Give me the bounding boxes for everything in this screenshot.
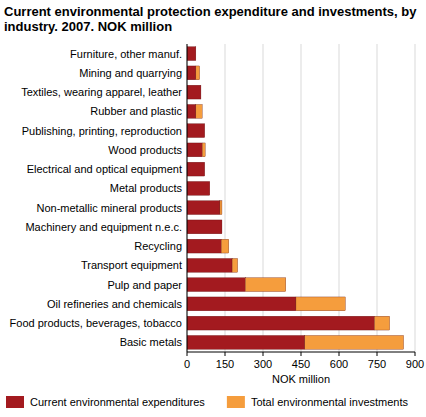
tick [263,352,264,356]
bar [187,335,305,349]
category-label: Recycling [134,240,182,252]
tick [301,352,302,356]
bar [221,220,222,234]
category-label: Mining and quarrying [79,67,182,79]
category-label: Metal products [110,182,183,194]
bar [187,104,196,118]
bar [374,316,389,330]
bar [220,201,222,215]
category-label: Pulp and paper [107,279,182,291]
title-line: Current environmental protection expendi… [4,4,417,19]
tick-label: 750 [368,358,386,370]
tick-label: 150 [216,358,234,370]
tick-label: 300 [254,358,272,370]
category-label: Electrical and optical equipment [27,163,182,175]
title-line: industry. 2007. NOK million [4,19,172,34]
x-axis-label: NOK million [272,373,330,385]
tick-label: 600 [330,358,348,370]
legend-swatch [227,396,245,408]
bar [305,335,404,349]
category-label: Non-metallic mineral products [37,202,183,214]
bar [187,143,202,157]
bar [187,85,201,99]
bar [187,239,221,253]
chart: Current environmental protection expendi… [0,0,426,417]
grid-line [187,44,188,352]
tick-label: 450 [292,358,310,370]
tick [415,352,416,356]
category-label: Oil refineries and chemicals [47,298,183,310]
category-label: Wood products [108,144,182,156]
bar [209,181,210,195]
bar [187,162,205,176]
grid-line [377,44,378,352]
title: Current environmental protection expendi… [4,4,417,34]
bar [187,181,210,195]
bar [187,316,374,330]
category-label: Basic metals [120,336,183,348]
tick-label: 0 [184,358,190,370]
category-label: Publishing, printing, reproduction [22,125,182,137]
bar [196,104,202,118]
bar [187,66,196,80]
bar [187,297,296,311]
bar [187,124,205,138]
tick [339,352,340,356]
tick [187,352,188,356]
bar [221,239,229,253]
bar [245,278,286,292]
bar [204,162,205,176]
bar [202,143,205,157]
bar [204,124,205,138]
tick [225,352,226,356]
bar [187,47,196,61]
category-label: Textiles, wearing apparel, leather [21,86,182,98]
category-label: Food products, beverages, tobacco [10,317,182,329]
legend-label: Total environmental investments [251,396,409,408]
tick-label: 900 [406,358,424,370]
bar [195,47,196,61]
grid-line [415,44,416,352]
bar [187,258,232,272]
legend-label: Current environmental expenditures [30,396,205,408]
bars [187,47,404,350]
bar [187,201,220,215]
bar [232,258,238,272]
category-label: Furniture, other manuf. [70,48,182,60]
bar [187,278,245,292]
category-label: Machinery and equipment n.e.c. [25,221,182,233]
tick [377,352,378,356]
bar [187,220,222,234]
y-axis [187,44,188,352]
category-label: Transport equipment [81,259,182,271]
bar [200,85,201,99]
legend-swatch [6,396,24,408]
category-label: Rubber and plastic [90,105,182,117]
bar [196,66,200,80]
bar [296,297,345,311]
